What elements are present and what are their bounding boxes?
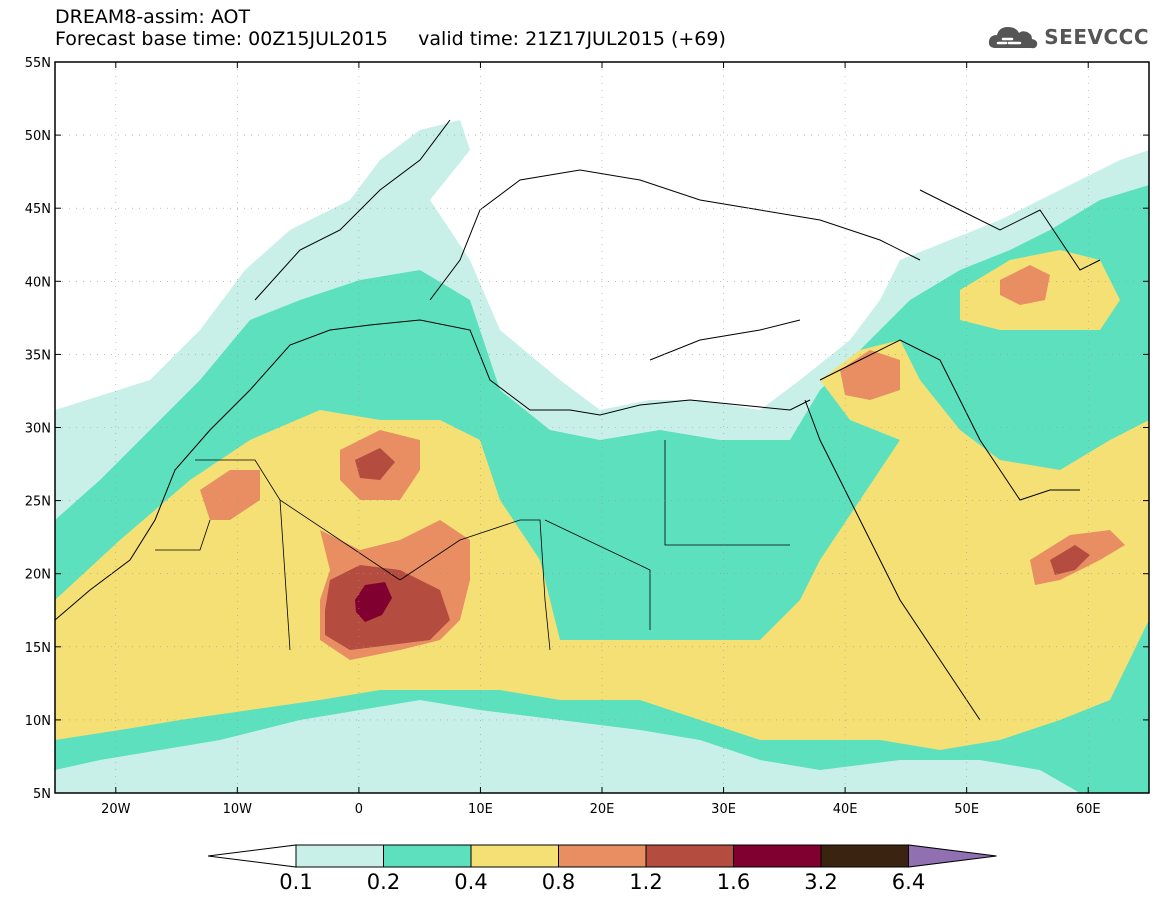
lon-label: 30E — [711, 802, 736, 817]
lon-label: 20E — [590, 802, 615, 817]
graticule — [55, 62, 1149, 793]
lon-label: 20W — [101, 802, 131, 817]
colorbar-label: 0.1 — [279, 870, 312, 894]
colorbar-under-arrow — [207, 844, 297, 868]
colorbar-segment — [558, 844, 647, 868]
colorbar: 0.1 0.2 0.4 0.8 1.2 1.6 3.2 6.4 — [207, 844, 997, 894]
time-line: Forecast base time: 00Z15JUL2015 valid t… — [55, 28, 726, 50]
lat-label: 50N — [25, 129, 51, 144]
colorbar-label: 1.6 — [717, 870, 750, 894]
title-block: DREAM8-assim: AOT Forecast base time: 00… — [55, 6, 726, 50]
cloud-icon — [989, 27, 1038, 49]
aot-band-high-westsahara — [200, 470, 260, 520]
lat-label: 5N — [33, 787, 51, 802]
aot-band-higher-sahara — [325, 565, 450, 650]
colorbar-label: 0.4 — [454, 870, 487, 894]
valid-time-label: valid time: 21Z17JUL2015 (+69) — [418, 28, 726, 50]
base-time-label: Forecast base time: 00Z15JUL2015 — [55, 28, 388, 50]
lon-label: 40E — [833, 802, 858, 817]
lon-label: 50E — [954, 802, 979, 817]
aot-band-higher-algeria — [355, 448, 395, 480]
aot-band-medium — [55, 340, 1149, 750]
lon-label: 10E — [468, 802, 493, 817]
lon-label: 0 — [355, 802, 363, 817]
aot-band-higher-oman — [1050, 545, 1090, 575]
seevccc-logo: SEEVCCC — [986, 22, 1149, 52]
logo-text: SEEVCCC — [1044, 25, 1149, 49]
colorbar-segment — [820, 844, 909, 868]
lon-label: 60E — [1076, 802, 1101, 817]
lat-label: 25N — [25, 495, 51, 510]
colorbar-segment — [383, 844, 472, 868]
map-title: DREAM8-assim: AOT — [55, 6, 251, 28]
lat-labels: 55N 50N 45N 40N 35N 30N 25N 20N 15N 10N 5N — [25, 56, 51, 802]
colorbar-label: 1.2 — [629, 870, 662, 894]
lat-label: 55N — [25, 56, 51, 71]
country-borders — [155, 440, 790, 651]
colorbar-label: 3.2 — [804, 870, 837, 894]
axis-ticks — [55, 61, 1149, 794]
colorbar-label: 6.4 — [892, 870, 925, 894]
lon-label: 10W — [223, 802, 253, 817]
lon-labels: 20W 10W 0 10E 20E 30E 40E 50E 60E — [101, 802, 1101, 817]
lat-label: 30N — [25, 422, 51, 437]
lat-label: 15N — [25, 641, 51, 656]
lat-label: 45N — [25, 202, 51, 217]
lat-label: 35N — [25, 348, 51, 363]
colorbar-label: 0.2 — [367, 870, 400, 894]
colorbar-segment — [733, 844, 822, 868]
colorbar-segment — [295, 844, 384, 868]
colorbar-label: 0.8 — [542, 870, 575, 894]
coastlines — [55, 119, 1101, 721]
colorbar-segment — [470, 844, 559, 868]
lat-label: 40N — [25, 275, 51, 290]
aot-band-high-caspian — [1000, 265, 1050, 305]
aot-band-very-high — [355, 582, 392, 622]
lat-label: 10N — [25, 714, 51, 729]
colorbar-over-arrow — [908, 844, 997, 868]
colorbar-segment — [645, 844, 734, 868]
lat-label: 20N — [25, 568, 51, 583]
